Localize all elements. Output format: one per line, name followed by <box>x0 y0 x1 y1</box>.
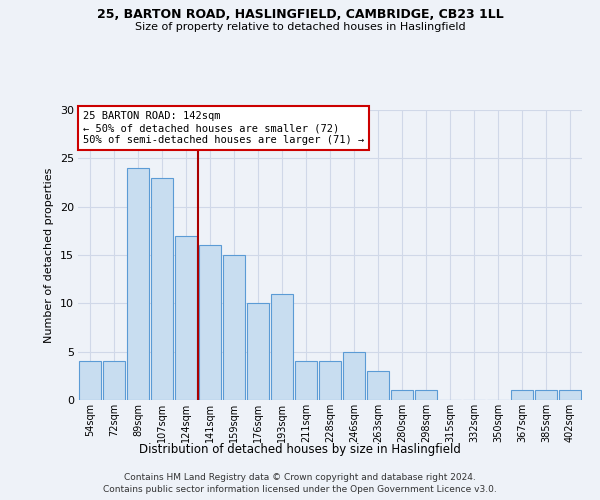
Bar <box>319 362 341 400</box>
Text: Size of property relative to detached houses in Haslingfield: Size of property relative to detached ho… <box>134 22 466 32</box>
Bar <box>295 362 317 400</box>
Text: Distribution of detached houses by size in Haslingfield: Distribution of detached houses by size … <box>139 442 461 456</box>
Bar <box>511 390 533 400</box>
Text: 25, BARTON ROAD, HASLINGFIELD, CAMBRIDGE, CB23 1LL: 25, BARTON ROAD, HASLINGFIELD, CAMBRIDGE… <box>97 8 503 20</box>
Text: Contains public sector information licensed under the Open Government Licence v3: Contains public sector information licen… <box>103 485 497 494</box>
Y-axis label: Number of detached properties: Number of detached properties <box>44 168 54 342</box>
Bar <box>415 390 437 400</box>
Bar <box>127 168 149 400</box>
Bar <box>535 390 557 400</box>
Bar <box>343 352 365 400</box>
Bar <box>367 371 389 400</box>
Bar <box>151 178 173 400</box>
Text: 25 BARTON ROAD: 142sqm
← 50% of detached houses are smaller (72)
50% of semi-det: 25 BARTON ROAD: 142sqm ← 50% of detached… <box>83 112 364 144</box>
Bar <box>247 304 269 400</box>
Bar <box>271 294 293 400</box>
Bar <box>391 390 413 400</box>
Bar <box>199 246 221 400</box>
Bar <box>223 255 245 400</box>
Bar <box>559 390 581 400</box>
Bar <box>103 362 125 400</box>
Text: Contains HM Land Registry data © Crown copyright and database right 2024.: Contains HM Land Registry data © Crown c… <box>124 472 476 482</box>
Bar <box>175 236 197 400</box>
Bar <box>79 362 101 400</box>
